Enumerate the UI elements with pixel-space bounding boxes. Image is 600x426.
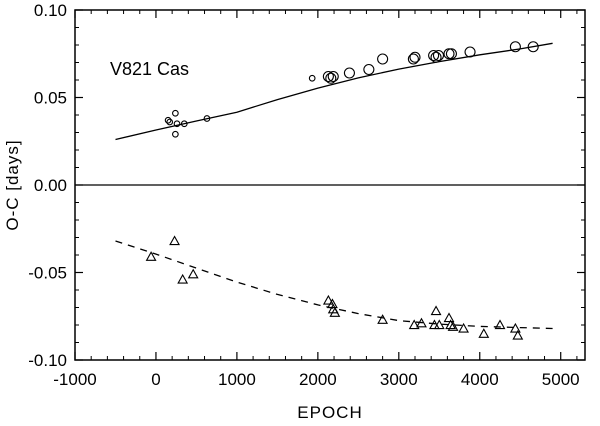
secondary-minimum-point [443,312,455,323]
primary-minimum-point [322,70,334,83]
y-tick-label: 0.00 [34,176,67,195]
secondary-minimum-point [322,294,334,305]
secondary-minimum-point [509,322,521,333]
primary-fit-curve [115,42,553,141]
secondary-minimum-point [512,329,524,340]
primary-minimum-point [166,118,174,126]
y-axis-title: O-C [days] [3,139,22,230]
x-tick-label: 0 [151,370,160,389]
secondary-minimum-point [478,328,490,338]
secondary-minimum-point [433,319,445,330]
primary-minimum-point [509,41,521,53]
secondary-minimum-point [430,305,442,316]
primary-minimum-point [527,41,539,53]
secondary-minimum-point [377,314,389,324]
secondary-minimum-point [416,317,427,328]
secondary-minimum-point [326,298,338,309]
secondary-fit-curve [115,240,553,330]
secondary-minimum-point [187,268,199,279]
x-axis-title: EPOCH [297,403,362,422]
primary-minimum-point [308,74,316,82]
y-tick-label: -0.05 [28,264,67,283]
secondary-minimum-point [447,321,459,331]
y-axis-ticks: -0.10 -0.05 0.00 0.05 0.10 [28,1,585,370]
y-tick-label: 0.05 [34,89,67,108]
y-tick-label: 0.10 [34,1,67,20]
primary-minimum-point [203,115,211,122]
primary-minimum-point [325,72,337,84]
fit-curves [115,42,553,330]
x-tick-label: 5000 [542,370,580,389]
secondary-minimum-point [145,251,157,261]
primary-minimum-point [407,53,419,65]
primary-minimum-point [464,46,476,58]
x-tick-label: 3000 [380,370,418,389]
primary-minimum-point [428,49,440,62]
star-name-annotation: V821 Cas [110,59,189,79]
primary-minimum-point [432,49,445,62]
x-axis-ticks: -1000 0 1000 2000 3000 4000 5000 [53,10,580,389]
primary-minimum-point [430,51,442,63]
secondary-minimum-point [177,273,189,284]
secondary-minimum-point [494,319,506,330]
x-tick-label: 1000 [218,370,256,389]
data-points [145,41,539,340]
primary-minimum-point [173,120,181,128]
secondary-minimum-point [445,319,457,330]
y-tick-label: -0.10 [28,351,67,370]
secondary-minimum-point [458,322,470,333]
primary-minimum-point [343,67,355,79]
primary-minimum-point [445,48,457,60]
primary-minimum-point [377,53,389,65]
x-tick-label: 4000 [461,370,499,389]
primary-minimum-point [180,120,188,128]
primary-minimum-point [363,63,375,76]
primary-minimum-point [443,48,455,60]
secondary-minimum-point [329,307,341,317]
primary-minimum-point [409,51,421,63]
primary-minimum-point [164,116,172,124]
x-tick-label: 2000 [299,370,337,389]
primary-minimum-point [172,109,179,117]
primary-minimum-point [172,130,179,138]
secondary-minimum-point [169,235,181,246]
secondary-minimum-point [408,319,420,330]
primary-minimum-point [327,70,339,83]
x-tick-label: -1000 [53,370,96,389]
